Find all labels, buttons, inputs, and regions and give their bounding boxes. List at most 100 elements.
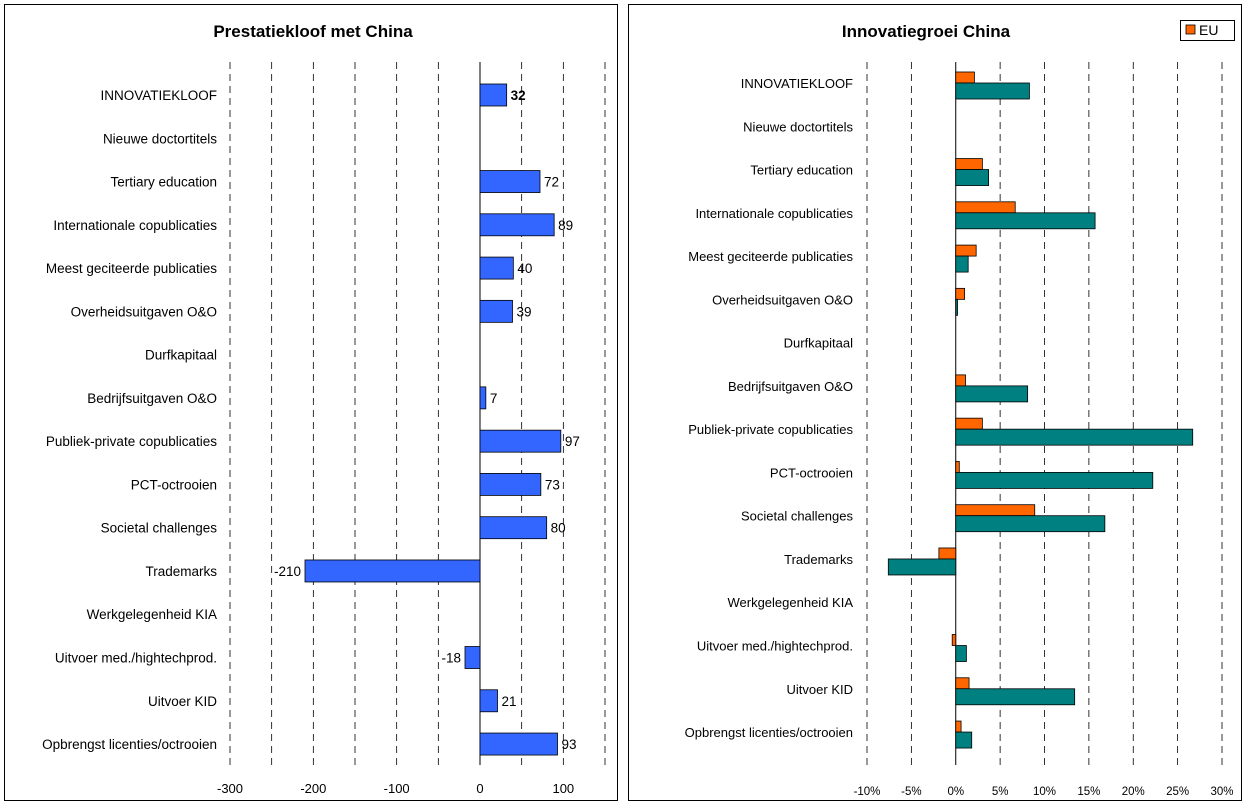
category-label: INNOVATIEKLOOF [100, 88, 217, 103]
data-label: 7 [490, 391, 498, 406]
x-tick-label: -100 [384, 781, 410, 796]
category-label: Nieuwe doctortitels [103, 131, 217, 146]
x-tick-label: -300 [217, 781, 243, 796]
category-label: Societal challenges [101, 521, 218, 536]
category-label: Publiek-private copublicaties [46, 434, 217, 449]
category-label: Internationale copublicaties [695, 206, 853, 221]
category-label: Publiek-private copublicaties [688, 422, 853, 437]
category-label: Uitvoer med./hightechprod. [55, 651, 217, 666]
data-label: 32 [511, 88, 526, 103]
category-label: Durfkapitaal [784, 336, 853, 351]
x-tick-label: 15% [1077, 786, 1100, 798]
chart-title: Prestatiekloof met China [213, 22, 413, 41]
x-tick-label: 10% [1033, 786, 1056, 798]
x-tick-label: -5% [901, 786, 921, 798]
category-label: Werkgelegenheid KIA [727, 595, 853, 610]
category-label: Opbrengst licenties/octrooien [685, 725, 853, 740]
bar-eu [938, 547, 957, 560]
bar-eu [955, 374, 966, 387]
category-label: Overheidsuitgaven O&O [71, 304, 217, 319]
category-label: INNOVATIEKLOOF [741, 76, 853, 91]
bar-eu [951, 634, 957, 646]
data-label: 39 [517, 304, 532, 319]
chart-innovatiegroei-svg: Innovatiegroei China EU -10% -5% 0% 5% 10% 15% 2… [628, 4, 1242, 801]
bar [479, 732, 558, 756]
bar-eu [955, 677, 970, 690]
bar-china [955, 212, 1096, 230]
category-label: Werkgelegenheid KIA [87, 607, 217, 622]
bar-china [955, 472, 1154, 489]
data-label: -210 [274, 564, 301, 579]
bar-china [955, 688, 1076, 706]
bar [479, 170, 541, 193]
category-label: Bedrijfsuitgaven O&O [87, 391, 217, 406]
chart-innovatiegroei: Innovatiegroei China EU -10% -5% 0% 5% 10% 15% 2… [624, 0, 1246, 801]
bar [479, 83, 508, 107]
bar-eu [955, 71, 975, 84]
chart-title: Innovatiegroei China [842, 22, 1011, 41]
data-label: 80 [551, 521, 566, 536]
category-label: Durfkapitaal [145, 348, 217, 363]
bar-china [955, 428, 1194, 446]
category-label: Trademarks [784, 552, 853, 567]
category-label: Uitvoer KID [787, 682, 853, 697]
x-tick-label: -10% [854, 786, 881, 798]
data-label: 97 [565, 434, 580, 449]
bar [479, 213, 555, 237]
bar-china [955, 82, 1030, 100]
data-label: 73 [545, 477, 560, 492]
category-label: Trademarks [145, 564, 217, 579]
bar [479, 516, 548, 540]
bar [479, 429, 562, 453]
bar-eu [955, 504, 1036, 517]
chart-prestatiekloof: Prestatiekloof met China -300 -200 -100 0 100… [0, 0, 622, 801]
bar [479, 473, 542, 496]
data-label: -18 [441, 651, 461, 666]
category-label: Bedrijfsuitgaven O&O [728, 379, 853, 394]
bar-china [955, 515, 1106, 533]
category-label: Tertiary education [110, 175, 217, 190]
bar [304, 559, 481, 583]
bar-eu [955, 244, 977, 257]
legend-swatch [1185, 24, 1196, 35]
category-label: Tertiary education [750, 163, 853, 178]
category-label: PCT-octrooien [131, 477, 217, 492]
bar-eu [955, 201, 1016, 214]
bar-eu [955, 417, 983, 430]
bar-eu [955, 158, 983, 170]
x-tick-label: 30% [1210, 786, 1233, 798]
category-label: PCT-octrooien [770, 465, 853, 480]
x-tick-label: 0% [947, 786, 964, 798]
data-label: 93 [562, 737, 577, 752]
data-label: 72 [544, 175, 559, 190]
x-tick-label: 100 [552, 781, 574, 796]
category-label: Meest geciteerde publicaties [46, 261, 217, 276]
data-label: 21 [502, 694, 517, 709]
chart-frame [628, 4, 1242, 801]
legend-label: EU [1199, 22, 1218, 38]
x-tick-label: 5% [992, 786, 1009, 798]
bar-eu [955, 287, 966, 300]
bar-china [955, 255, 969, 273]
category-label: Opbrengst licenties/octrooien [42, 737, 217, 752]
chart-prestatiekloof-svg: Prestatiekloof met China -300 -200 -100 0 100… [4, 4, 618, 801]
data-label: 89 [558, 218, 573, 233]
data-label: 40 [517, 261, 532, 276]
x-tick-label: 25% [1166, 786, 1189, 798]
bar-china [955, 385, 1029, 403]
category-label: Uitvoer med./hightechprod. [697, 639, 853, 654]
category-label: Societal challenges [741, 509, 854, 524]
bar-china [955, 731, 973, 749]
category-label: Meest geciteerde publicaties [688, 249, 853, 264]
bar-china [955, 169, 989, 186]
category-label: Uitvoer KID [148, 694, 217, 709]
bar-china [955, 298, 958, 316]
category-label: Overheidsuitgaven O&O [712, 292, 853, 307]
x-tick-label: -200 [300, 781, 326, 796]
bar [479, 299, 513, 323]
bar-eu [955, 720, 962, 733]
bar [479, 256, 514, 280]
chart-frame [4, 4, 618, 801]
bar [464, 646, 481, 669]
x-tick-label: 0 [476, 781, 483, 796]
